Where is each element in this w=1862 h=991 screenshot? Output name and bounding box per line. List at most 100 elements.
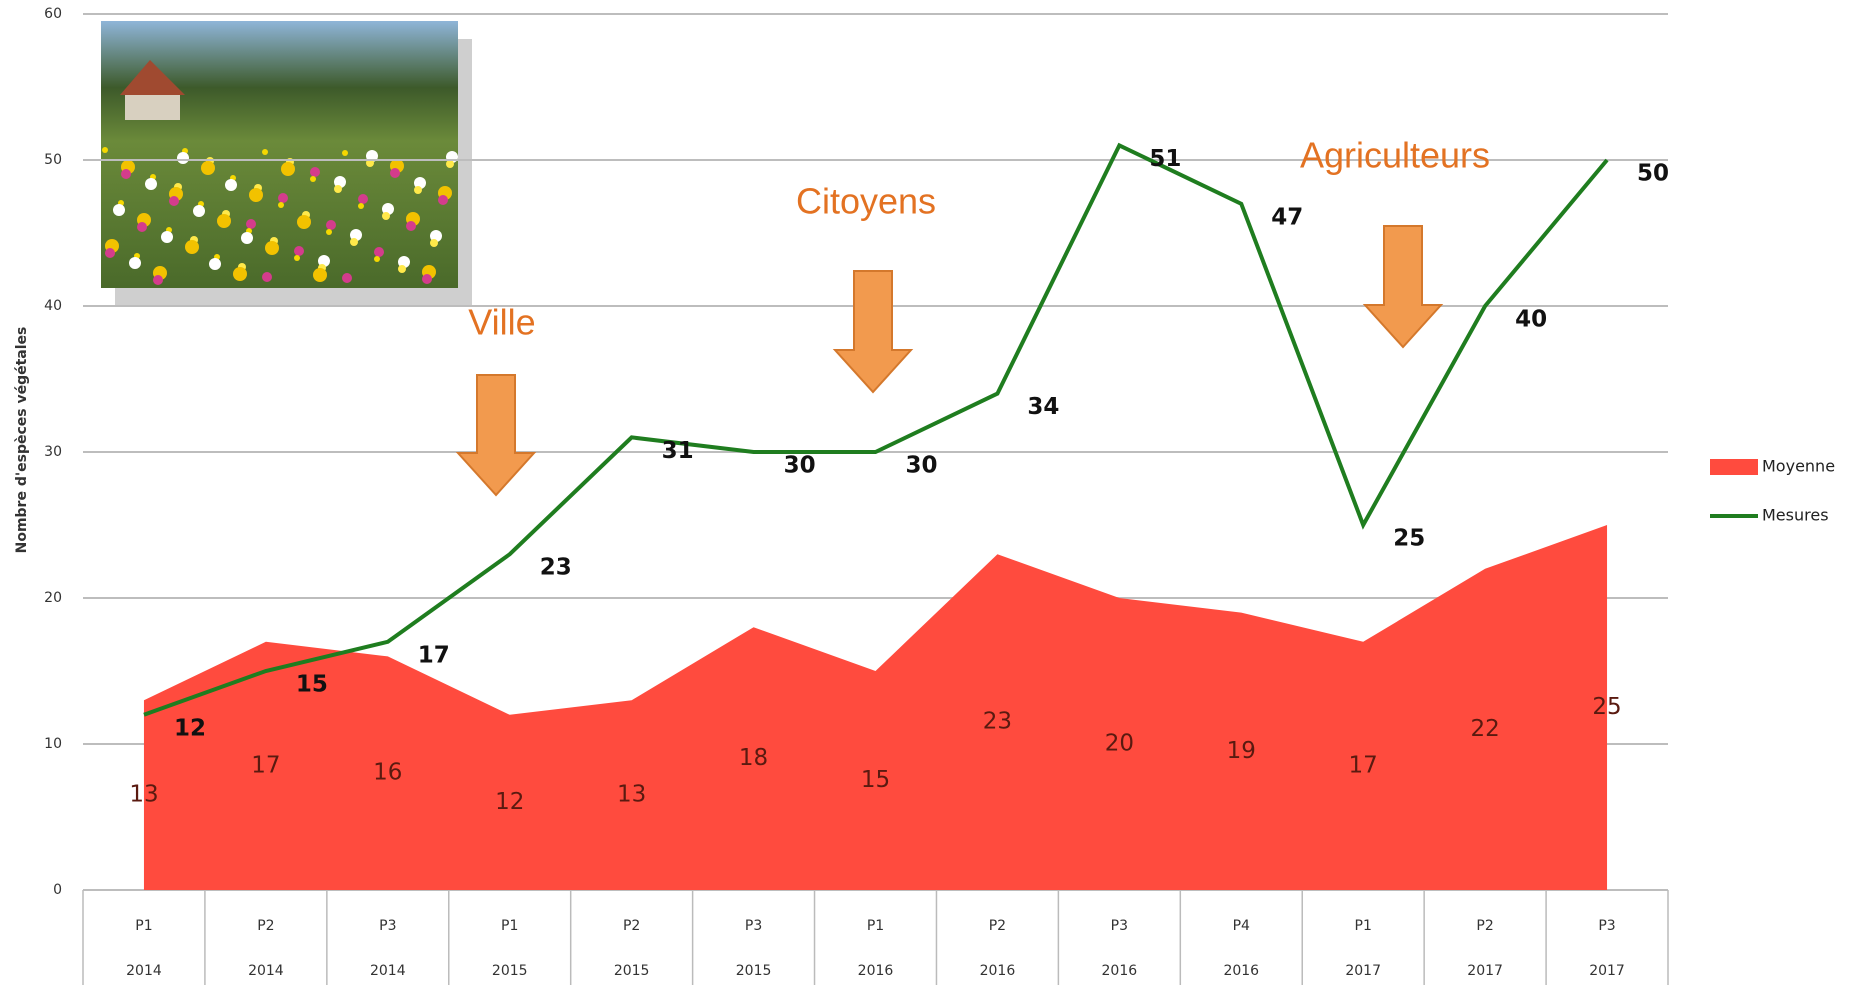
photo-flower xyxy=(438,195,448,205)
photo-flower xyxy=(297,215,311,229)
x-group-label: 2017 xyxy=(1589,963,1625,979)
x-group-label: 2014 xyxy=(248,963,284,979)
x-group-label: 2015 xyxy=(614,963,650,979)
x-tick-label: P2 xyxy=(623,918,640,934)
photo-flower xyxy=(193,205,205,217)
x-group-label: 2016 xyxy=(1223,963,1259,979)
data-label: 30 xyxy=(784,453,816,479)
photo-flower xyxy=(358,194,368,204)
photo-flower xyxy=(201,161,215,175)
data-label: 30 xyxy=(906,453,938,479)
data-label: 50 xyxy=(1637,161,1669,187)
y-tick-label: 40 xyxy=(44,298,62,314)
photo-flower xyxy=(105,248,115,258)
photo-flower xyxy=(430,239,438,247)
y-tick-label: 0 xyxy=(53,882,62,898)
data-label: 16 xyxy=(373,760,402,786)
x-tick-label: P2 xyxy=(989,918,1006,934)
photo-flower xyxy=(169,196,179,206)
photo-flower xyxy=(225,179,237,191)
data-label: 17 xyxy=(418,642,450,668)
photo-flower xyxy=(334,185,342,193)
data-label: 23 xyxy=(983,709,1012,735)
photo-house xyxy=(125,95,180,120)
y-tick-label: 60 xyxy=(44,6,62,22)
photo-flower xyxy=(398,265,406,273)
photo-flower xyxy=(121,169,131,179)
photo-flower xyxy=(262,272,272,282)
y-tick-label: 50 xyxy=(44,152,62,168)
photo-flower xyxy=(113,204,125,216)
x-tick-label: P1 xyxy=(501,918,518,934)
photo-flower xyxy=(278,202,284,208)
photo-flower xyxy=(446,160,454,168)
x-tick-label: P3 xyxy=(1598,918,1615,934)
data-label: 51 xyxy=(1149,146,1181,172)
chart: Nombre d'espèces végétales 0102030405060… xyxy=(0,0,1862,991)
photo-flower xyxy=(310,176,316,182)
data-label: 20 xyxy=(1105,731,1134,757)
data-label: 23 xyxy=(540,555,572,581)
photo-flower xyxy=(414,186,422,194)
photo-flower xyxy=(390,168,400,178)
photo-flower xyxy=(262,149,268,155)
x-tick-label: P3 xyxy=(379,918,396,934)
legend-swatch xyxy=(1710,459,1758,475)
annotation-arrow xyxy=(1365,226,1441,347)
photo-flower xyxy=(102,147,108,153)
x-group-label: 2017 xyxy=(1345,963,1381,979)
data-label: 47 xyxy=(1271,204,1303,230)
x-group-label: 2014 xyxy=(126,963,162,979)
photo-flower xyxy=(313,268,327,282)
photo-flower xyxy=(233,267,247,281)
x-group-label: 2016 xyxy=(858,963,894,979)
y-tick-label: 20 xyxy=(44,590,62,606)
x-tick-label: P3 xyxy=(1111,918,1128,934)
annotation: Ville xyxy=(468,302,535,343)
photo-flower xyxy=(294,255,300,261)
photo-flower xyxy=(217,214,231,228)
y-tick-label: 30 xyxy=(44,444,62,460)
photo-flower xyxy=(350,238,358,246)
photo-flower xyxy=(358,203,364,209)
photo-flower xyxy=(342,150,348,156)
photo-flower xyxy=(326,220,336,230)
data-label: 13 xyxy=(617,782,646,808)
data-label: 19 xyxy=(1227,738,1256,764)
data-label: 12 xyxy=(495,789,524,815)
photo-flower xyxy=(265,241,279,255)
legend-label: Mesures xyxy=(1762,506,1829,525)
photo-flower xyxy=(185,240,199,254)
photo-flower xyxy=(145,178,157,190)
photo-flower xyxy=(326,229,332,235)
x-group-label: 2017 xyxy=(1467,963,1503,979)
photo-flower xyxy=(422,274,432,284)
x-tick-label: P1 xyxy=(867,918,884,934)
photo-image xyxy=(101,21,458,288)
photo-flower xyxy=(249,188,263,202)
area xyxy=(144,525,1607,890)
data-label: 18 xyxy=(739,745,768,771)
x-group-label: 2016 xyxy=(980,963,1016,979)
photo-flower xyxy=(382,212,390,220)
x-group-label: 2014 xyxy=(370,963,406,979)
data-label: 31 xyxy=(662,438,694,464)
x-tick-label: P2 xyxy=(1476,918,1493,934)
photo-flower xyxy=(342,273,352,283)
photo xyxy=(101,21,472,306)
photo-flower xyxy=(374,256,380,262)
data-label: 17 xyxy=(1349,752,1378,778)
photo-flower xyxy=(161,231,173,243)
legend-label: Moyenne xyxy=(1762,457,1835,476)
photo-flower xyxy=(294,246,304,256)
x-tick-label: P2 xyxy=(257,918,274,934)
photo-flower xyxy=(278,193,288,203)
photo-flower xyxy=(281,162,295,176)
photo-flower xyxy=(137,222,147,232)
photo-flower xyxy=(406,221,416,231)
data-label: 13 xyxy=(129,782,158,808)
x-tick-label: P4 xyxy=(1233,918,1250,934)
photo-flower xyxy=(246,219,256,229)
data-label: 25 xyxy=(1592,694,1621,720)
photo-flower xyxy=(153,275,163,285)
